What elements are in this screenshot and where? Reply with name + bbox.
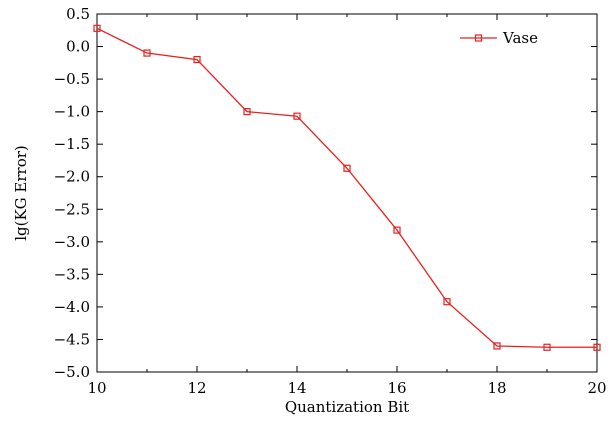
x-tick-label: 12	[187, 379, 206, 397]
data-point	[443, 298, 451, 306]
data-point	[543, 343, 551, 351]
legend-label-vase: Vase	[502, 29, 538, 47]
series-line-vase	[96, 27, 597, 348]
legend: Vase	[460, 29, 538, 47]
y-tick-label: −1.5	[54, 135, 90, 153]
data-point	[193, 55, 201, 64]
legend-marker-vase	[474, 34, 483, 42]
x-tick-label: 10	[87, 379, 106, 397]
y-tick-label: −3.0	[54, 233, 90, 251]
y-tick-label: −2.0	[54, 168, 90, 186]
y-tick-label: 0.0	[66, 38, 90, 56]
data-point	[143, 49, 151, 57]
y-tick-label: −3.5	[54, 265, 90, 283]
y-tick-label: −1.0	[54, 103, 90, 121]
x-axis-title: Quantization Bit	[285, 398, 409, 416]
y-tick-label: −5.0	[54, 363, 90, 381]
x-tick-label: 14	[287, 379, 306, 397]
y-tick-label: 0.5	[66, 5, 90, 23]
y-tick-label: −2.5	[54, 200, 90, 218]
data-point	[343, 164, 351, 172]
data-point	[293, 112, 301, 120]
x-tick-label: 20	[587, 379, 606, 397]
plot-frame	[96, 13, 598, 373]
axis-ticks	[96, 13, 598, 373]
data-point	[593, 343, 601, 351]
data-point	[93, 24, 101, 32]
y-tick-label: −4.5	[54, 330, 90, 348]
data-point	[493, 342, 501, 350]
series-layer	[93, 24, 601, 351]
x-tick-label: 16	[387, 379, 406, 397]
data-point	[243, 108, 251, 116]
y-axis-title: lg(KG Error)	[12, 145, 30, 241]
axis-tick-labels: 10 12 14 16 18 20 0.5 0.0 −0.5 −1.0 −1.5 −2.0 −2.5 −3…	[54, 5, 607, 397]
y-tick-label: −0.5	[54, 70, 90, 88]
x-tick-label: 18	[487, 379, 506, 397]
y-tick-label: −4.0	[54, 298, 90, 316]
data-point	[393, 226, 401, 234]
